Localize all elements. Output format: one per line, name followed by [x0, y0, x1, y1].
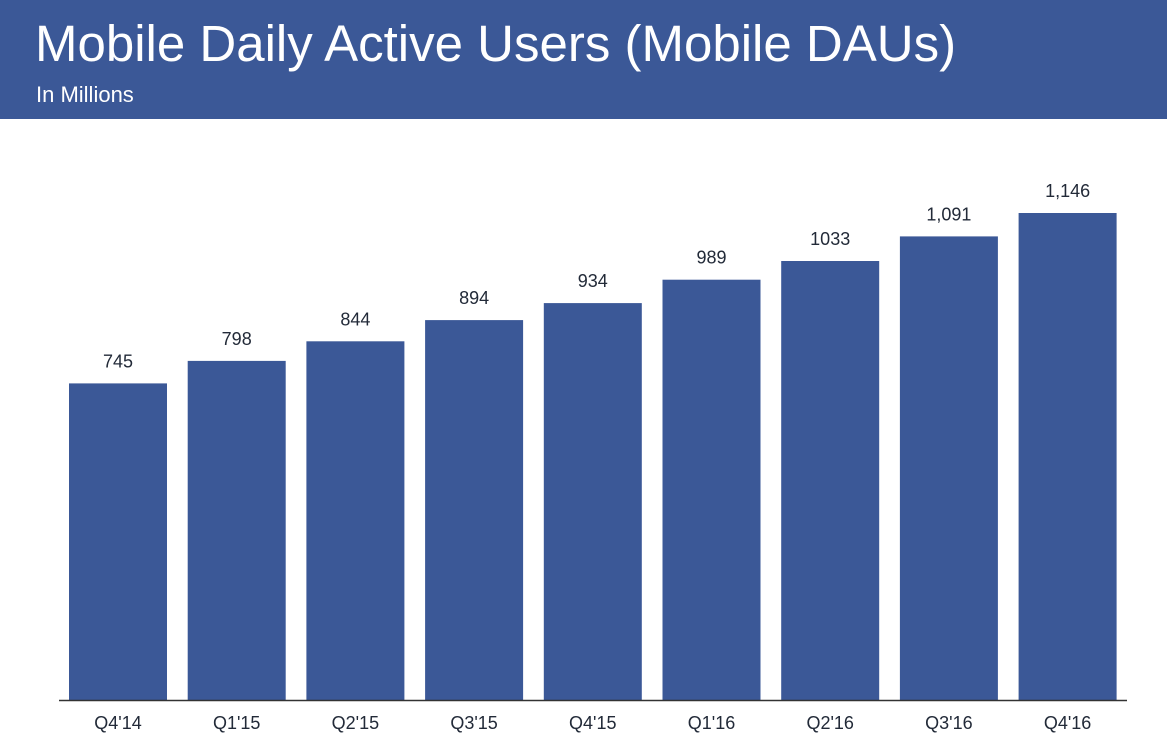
x-tick-label: Q1'16	[688, 713, 735, 733]
bar-value-label: 1033	[810, 229, 850, 249]
x-tick-label: Q4'15	[569, 713, 616, 733]
bar-value-label: 798	[222, 329, 252, 349]
value-labels-group: 745 798 844 894 934 989 1033 1,091 1,146	[103, 181, 1090, 371]
bar-value-label: 934	[578, 271, 608, 291]
x-tick-label: Q3'16	[925, 713, 972, 733]
x-tick-label: Q2'16	[806, 713, 853, 733]
header-banner: Mobile Daily Active Users (Mobile DAUs) …	[0, 0, 1167, 119]
bar	[69, 383, 167, 700]
x-tick-labels-group: Q4'14 Q1'15 Q2'15 Q3'15 Q4'15 Q1'16 Q2'16 Q3'16…	[94, 713, 1091, 733]
bar-value-label: 1,146	[1045, 181, 1090, 201]
x-tick-label: Q4'14	[94, 713, 141, 733]
x-tick-label: Q2'15	[332, 713, 379, 733]
bar	[543, 303, 642, 700]
bar	[425, 320, 524, 700]
bar	[1018, 213, 1117, 700]
bar	[781, 261, 880, 700]
page-title: Mobile Daily Active Users (Mobile DAUs)	[35, 15, 957, 72]
x-tick-label: Q3'15	[450, 713, 497, 733]
bar-value-label: 745	[103, 351, 133, 371]
bar-value-label: 989	[696, 248, 726, 268]
bar-value-label: 1,091	[926, 204, 971, 224]
page-subtitle: In Millions	[36, 82, 134, 107]
x-tick-label: Q4'16	[1044, 713, 1091, 733]
bar	[306, 341, 405, 700]
bar	[187, 360, 286, 700]
bar	[899, 236, 998, 700]
bars-group	[69, 213, 1117, 700]
bar-value-label: 894	[459, 288, 489, 308]
bar	[662, 279, 761, 700]
bar-value-label: 844	[340, 309, 370, 329]
x-tick-label: Q1'15	[213, 713, 260, 733]
